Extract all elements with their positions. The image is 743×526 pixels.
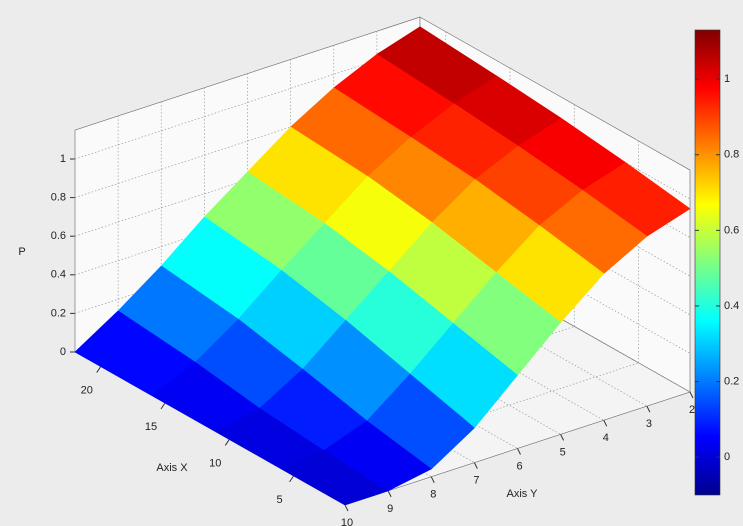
grid-line bbox=[74, 161, 421, 276]
colorbar-tick-label: 0.8 bbox=[724, 149, 739, 161]
x-tick bbox=[224, 439, 230, 446]
colorbar-tick-label: 0 bbox=[724, 451, 730, 463]
y-tick bbox=[560, 434, 565, 441]
colorbar-tick-label: 1 bbox=[724, 73, 730, 85]
y-tick-label: 2 bbox=[689, 404, 695, 416]
y-tick-label: 9 bbox=[387, 503, 393, 515]
surface-patch bbox=[280, 450, 389, 506]
z-axis-label: P bbox=[18, 246, 25, 258]
y-tick-label: 7 bbox=[473, 475, 479, 487]
grid-line bbox=[74, 84, 421, 198]
colorbar-tick-label: 0.4 bbox=[724, 300, 739, 312]
y-tick-label: 10 bbox=[341, 517, 353, 526]
y-axis-label: Axis Y bbox=[507, 488, 539, 500]
colorbar-gradient bbox=[694, 29, 721, 496]
y-tick bbox=[430, 476, 435, 483]
y-tick bbox=[344, 504, 349, 512]
y-tick-label: 3 bbox=[646, 418, 652, 430]
grid-line bbox=[74, 200, 421, 314]
x-tick bbox=[96, 366, 102, 373]
x-tick bbox=[160, 402, 166, 410]
grid-line bbox=[74, 122, 421, 237]
axes-labels: P Axis X Axis Y bbox=[18, 246, 538, 500]
x-tick-label: 15 bbox=[145, 421, 157, 433]
z-tick-label: 0.2 bbox=[51, 307, 66, 319]
y-tick bbox=[603, 420, 608, 427]
x-tick-label: 20 bbox=[81, 384, 93, 396]
grid-line bbox=[74, 45, 421, 160]
y-tick bbox=[646, 405, 651, 413]
x-axis-label: Axis X bbox=[156, 462, 188, 474]
z-tick-label: 0.6 bbox=[51, 230, 66, 242]
z-tick-label: 0 bbox=[60, 346, 66, 358]
colorbar-tick-label: 0.2 bbox=[724, 375, 739, 387]
colorbar: 0 0.2 0.4 0.6 0.8 1 bbox=[694, 29, 739, 496]
y-tick-label: 8 bbox=[430, 489, 436, 501]
x-tick-label: 5 bbox=[277, 494, 283, 506]
surface bbox=[74, 26, 691, 506]
x-tick bbox=[289, 475, 294, 483]
z-tick-label: 0.4 bbox=[51, 269, 66, 281]
x-tick-label: 10 bbox=[209, 457, 221, 469]
y-tick bbox=[517, 448, 521, 455]
y-tick bbox=[689, 391, 694, 399]
z-tick-label: 1 bbox=[60, 153, 66, 165]
y-tick-label: 4 bbox=[603, 432, 609, 444]
y-tick bbox=[473, 462, 478, 469]
z-tick-label: 0.8 bbox=[51, 192, 66, 204]
y-tick-label: 5 bbox=[560, 446, 566, 458]
y-tick-label: 6 bbox=[516, 460, 522, 472]
y-tick bbox=[387, 490, 392, 498]
colorbar-tick-label: 0.6 bbox=[724, 224, 739, 236]
